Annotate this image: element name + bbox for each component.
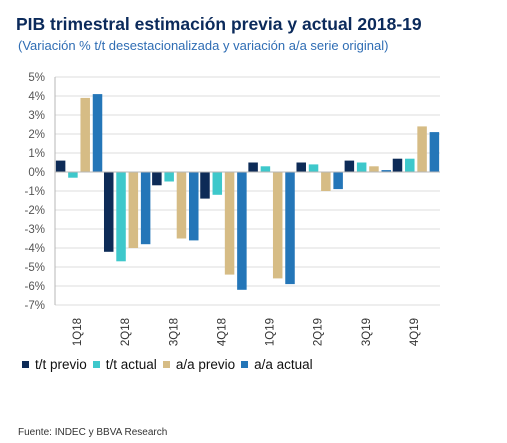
bars [55,94,440,290]
x-category-label: 2Q19 [313,318,325,346]
bar-aa-actual-3q19 [381,170,392,172]
legend-item-aa-previo: a/a previo [162,357,236,372]
y-tick-label: -2% [25,205,45,217]
y-tick-label: 3% [28,110,45,122]
axes [54,77,440,305]
chart-title: PIB trimestral estimación previa y actua… [16,14,422,34]
bar-tt-actual-1q18 [68,172,78,178]
legend-item-aa-actual: a/a actual [241,357,313,372]
legend-label-aa-previo: a/a previo [175,357,236,372]
bar-tt-actual-4q19 [405,158,415,172]
bar-aa-actual-4q19 [429,132,440,172]
bar-tt-actual-2q18 [116,172,126,262]
bar-aa-actual-3q18 [189,172,199,241]
chart-subtitle: (Variación % t/t desestacionalizada y va… [18,38,389,53]
bar-tt-previo-2q19 [296,162,306,172]
source-note: Fuente: INDEC y BBVA Research [18,427,168,438]
bar-aa-actual-1q18 [92,94,103,172]
x-category-label: 4Q19 [409,318,421,346]
bar-aa-actual-4q18 [237,172,247,290]
bar-tt-actual-1q19 [260,166,271,172]
y-tick-label: -6% [25,281,45,293]
bar-aa-actual-2q19 [333,172,343,190]
bar-aa-previo-2q18 [128,172,139,248]
bar-tt-previo-2q18 [103,172,114,252]
x-category-label: 1Q18 [72,318,84,346]
bar-aa-previo-4q19 [417,126,427,172]
bar-tt-previo-1q19 [248,162,258,172]
legend-label-tt-actual: t/t actual [105,357,157,372]
y-tick-label: -3% [25,224,45,236]
legend-swatch-aa-previo [162,361,170,368]
y-tick-label: -4% [25,243,45,255]
legend-item-tt-previo: t/t previo [22,357,87,372]
y-tick-label: 2% [28,129,45,141]
bar-aa-previo-3q18 [176,172,187,239]
y-tick-label: 4% [28,91,45,103]
x-category-label: 1Q19 [265,318,277,346]
bar-tt-previo-4q18 [200,172,210,199]
bar-tt-previo-3q19 [344,160,355,172]
bar-tt-actual-4q18 [212,172,223,195]
bar-aa-previo-3q19 [369,166,379,172]
bar-tt-previo-1q18 [55,160,66,172]
bar-aa-previo-1q18 [80,97,90,172]
legend-label-tt-previo: t/t previo [35,357,87,372]
x-axis-categories: 1Q18 2Q18 3Q18 4Q18 1Q19 2Q19 3Q19 4Q19 [72,318,421,346]
bar-aa-previo-4q18 [224,172,235,275]
y-tick-label: 1% [28,148,45,160]
y-axis-ticks: 5% 4% 3% 2% 1% 0% -1% -2% -3% -4% -5% -6% -7% [25,72,45,312]
x-category-label: 3Q18 [168,318,180,346]
bar-tt-actual-3q19 [356,162,367,172]
x-category-label: 4Q18 [216,318,228,346]
y-tick-label: 0% [28,167,45,179]
legend-swatch-tt-actual [92,361,100,368]
bar-aa-actual-1q19 [285,172,295,285]
y-tick-label: -7% [25,300,45,312]
bar-tt-actual-2q19 [308,164,319,172]
bar-tt-previo-4q19 [392,158,403,172]
legend: t/t previo t/t actual a/a previo a/a act… [22,357,319,372]
bar-chart: 5% 4% 3% 2% 1% 0% -1% -2% -3% -4% -5% -6% -7% 1Q18 2Q… [25,72,440,346]
legend-label-aa-actual: a/a actual [254,357,313,372]
bar-aa-previo-1q19 [272,172,283,279]
legend-swatch-tt-previo [22,361,29,368]
bar-aa-previo-2q19 [321,172,331,191]
y-tick-label: 5% [28,72,45,84]
legend-item-tt-actual: t/t actual [92,357,157,372]
x-category-label: 2Q18 [120,318,132,346]
bar-tt-actual-3q18 [164,172,174,182]
x-category-label: 3Q19 [361,318,373,346]
bar-aa-actual-2q18 [140,172,151,245]
y-tick-label: -5% [25,262,45,274]
legend-swatch-aa-actual [241,361,249,368]
y-tick-label: -1% [25,186,45,198]
bar-tt-previo-3q18 [152,172,162,186]
